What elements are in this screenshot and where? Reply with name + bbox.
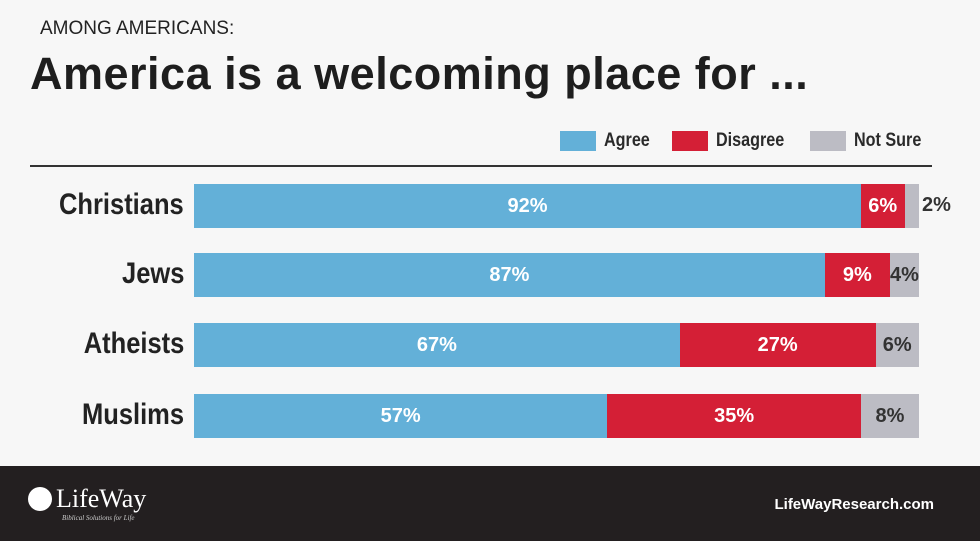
data-label: 6% [868, 194, 898, 217]
bar-segment-disagree: 27% [679, 323, 876, 367]
category-label: Jews [121, 257, 184, 290]
data-label: 4% [890, 263, 919, 286]
bar-row: Muslims 57% 35% 8% [0, 394, 980, 438]
legend: Agree Disagree Not Sure [560, 130, 947, 152]
legend-item-not-sure: Not Sure [810, 130, 941, 152]
data-label: 6% [882, 333, 912, 356]
legend-swatch [560, 131, 596, 151]
site-url: LifeWayResearch.com [774, 496, 934, 513]
data-label: 27% [757, 333, 798, 356]
legend-label: Not Sure [854, 130, 922, 151]
chart-title: America is a welcoming place for ... [30, 48, 809, 99]
legend-item-disagree: Disagree [671, 130, 804, 152]
data-label: 8% [875, 404, 905, 427]
category-label: Christians [59, 188, 184, 221]
logo-text: LifeWay [56, 484, 147, 513]
legend-label: Disagree [715, 130, 785, 151]
bar-segment-disagree: 6% [861, 184, 905, 228]
bar-row: Jews 87% 9% 4% [0, 253, 980, 297]
category-label: Atheists [83, 327, 184, 360]
bar-segment-not-sure: 8% [861, 394, 919, 438]
bar-row: Christians 92% 6% 2% [0, 184, 980, 228]
bar-segment-agree: 57% [194, 394, 608, 438]
bar-segment-agree: 87% [194, 253, 825, 297]
legend-swatch [810, 131, 847, 151]
bar-segment-not-sure: 6% [875, 323, 919, 367]
bar-segment-disagree: 9% [824, 253, 890, 297]
logo-tagline: Biblical Solutions for Life [62, 514, 135, 522]
category-label: Muslims [81, 398, 184, 431]
legend-item-agree: Agree [560, 130, 666, 152]
data-label: 2% [922, 194, 951, 216]
bar-segment-not-sure: 4% [890, 253, 919, 297]
footer: LifeWay Biblical Solutions for Life LifeW… [0, 466, 980, 541]
data-label: 9% [842, 263, 872, 286]
legend-swatch [671, 131, 708, 151]
data-label: 87% [489, 263, 530, 286]
bar-segment-agree: 67% [194, 323, 680, 367]
logo-icon [28, 487, 52, 511]
data-label: 57% [380, 404, 421, 427]
chart-subtitle: AMONG AMERICANS: [40, 18, 235, 39]
bar-segment-agree: 92% [194, 184, 861, 228]
legend-label: Agree [604, 130, 650, 151]
lifeway-logo: LifeWay Biblical Solutions for Life [28, 484, 147, 522]
bar-segment-not-sure [904, 184, 919, 228]
data-label: 35% [714, 404, 755, 427]
divider [30, 165, 932, 167]
data-label: 67% [416, 333, 457, 356]
bar-row: Atheists 67% 27% 6% [0, 323, 980, 367]
data-label: 92% [507, 194, 548, 217]
bar-segment-disagree: 35% [607, 394, 861, 438]
